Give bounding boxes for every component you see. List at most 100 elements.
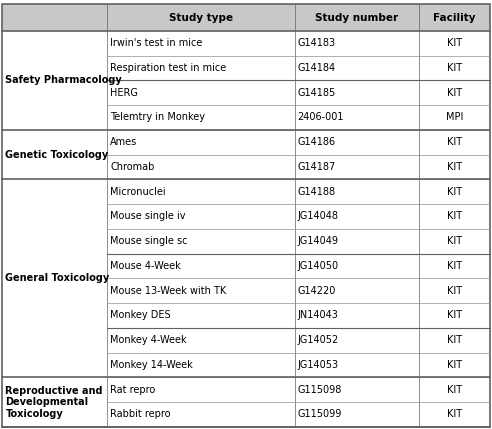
Text: G115099: G115099 [298, 410, 342, 420]
Bar [295, 130, 419, 154]
Text: KIT: KIT [447, 360, 462, 370]
Bar [107, 402, 295, 427]
Bar [107, 56, 295, 80]
Bar [2, 353, 107, 378]
Text: KIT: KIT [447, 410, 462, 420]
Text: Monkey 14-Week: Monkey 14-Week [110, 360, 193, 370]
Text: JG14053: JG14053 [298, 360, 339, 370]
Text: KIT: KIT [447, 63, 462, 73]
Text: Facility: Facility [433, 12, 475, 23]
Bar [419, 229, 490, 254]
Bar [295, 303, 419, 328]
Text: Telemtry in Monkey: Telemtry in Monkey [110, 112, 205, 123]
Bar [107, 130, 295, 154]
Text: G14183: G14183 [298, 38, 336, 48]
Bar [419, 31, 490, 56]
Bar [419, 402, 490, 427]
Bar [295, 80, 419, 105]
Bar [295, 229, 419, 254]
Text: HERG: HERG [110, 88, 138, 98]
Bar [419, 278, 490, 303]
Bar [419, 328, 490, 353]
Bar [419, 4, 490, 31]
Bar [2, 229, 107, 254]
Bar [419, 105, 490, 130]
Text: G14184: G14184 [298, 63, 336, 73]
Text: KIT: KIT [447, 286, 462, 296]
Bar [107, 378, 295, 402]
Bar [419, 204, 490, 229]
Bar [295, 56, 419, 80]
Bar [419, 80, 490, 105]
Text: G14185: G14185 [298, 88, 336, 98]
Text: MPI: MPI [446, 112, 463, 123]
Text: 2406-001: 2406-001 [298, 112, 344, 123]
Bar [2, 4, 107, 31]
Text: KIT: KIT [447, 236, 462, 246]
Text: JG14049: JG14049 [298, 236, 338, 246]
Bar [2, 303, 107, 328]
Bar [107, 4, 295, 31]
Text: KIT: KIT [447, 162, 462, 172]
Bar [295, 353, 419, 378]
Text: G14188: G14188 [298, 187, 336, 197]
Bar [295, 105, 419, 130]
Bar [107, 204, 295, 229]
Text: KIT: KIT [447, 335, 462, 345]
Bar [2, 154, 107, 179]
Text: Mouse 13-Week with TK: Mouse 13-Week with TK [110, 286, 226, 296]
Bar [2, 254, 107, 278]
Text: Ames: Ames [110, 137, 137, 147]
Text: Safety Pharmacology: Safety Pharmacology [5, 76, 122, 85]
Text: Monkey DES: Monkey DES [110, 311, 171, 320]
Text: Rabbit repro: Rabbit repro [110, 410, 171, 420]
Bar [419, 378, 490, 402]
Bar [107, 328, 295, 353]
Bar [419, 254, 490, 278]
Bar [107, 278, 295, 303]
Bar [2, 402, 107, 427]
Bar [107, 303, 295, 328]
Text: G14220: G14220 [298, 286, 336, 296]
Text: Respiration test in mice: Respiration test in mice [110, 63, 226, 73]
Bar [2, 56, 107, 80]
Text: Mouse 4-Week: Mouse 4-Week [110, 261, 181, 271]
Text: JG14050: JG14050 [298, 261, 339, 271]
Bar [295, 31, 419, 56]
Bar [419, 353, 490, 378]
Bar [295, 4, 419, 31]
Text: Monkey 4-Week: Monkey 4-Week [110, 335, 187, 345]
Bar [2, 378, 107, 402]
Bar [295, 278, 419, 303]
Bar [419, 179, 490, 204]
Bar [295, 154, 419, 179]
Text: Chromab: Chromab [110, 162, 154, 172]
Text: Genetic Toxicology: Genetic Toxicology [5, 150, 109, 160]
Text: KIT: KIT [447, 211, 462, 221]
Bar [2, 130, 107, 154]
Text: Irwin's test in mice: Irwin's test in mice [110, 38, 203, 48]
Text: KIT: KIT [447, 261, 462, 271]
Bar [295, 402, 419, 427]
Text: Mouse single iv: Mouse single iv [110, 211, 185, 221]
Text: Study number: Study number [315, 12, 399, 23]
Bar [295, 378, 419, 402]
Bar [2, 328, 107, 353]
Text: Rat repro: Rat repro [110, 385, 155, 395]
Bar [2, 278, 107, 303]
Bar [107, 179, 295, 204]
Bar [107, 154, 295, 179]
Text: JG14052: JG14052 [298, 335, 339, 345]
Text: KIT: KIT [447, 38, 462, 48]
Bar [2, 105, 107, 130]
Bar [107, 105, 295, 130]
Text: G115098: G115098 [298, 385, 342, 395]
Bar [295, 204, 419, 229]
Text: JG14048: JG14048 [298, 211, 338, 221]
Text: KIT: KIT [447, 311, 462, 320]
Bar [107, 80, 295, 105]
Bar [419, 154, 490, 179]
Bar [2, 31, 107, 56]
Bar [419, 303, 490, 328]
Text: General Toxicology: General Toxicology [5, 273, 110, 284]
